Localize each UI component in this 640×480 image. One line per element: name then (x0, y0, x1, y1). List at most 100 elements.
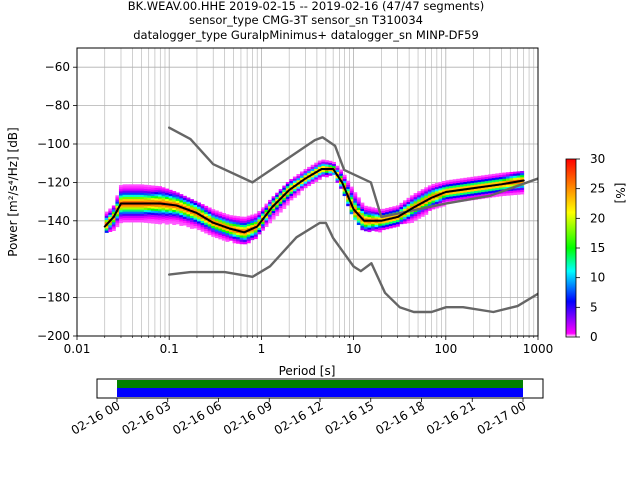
density-cell (371, 209, 375, 212)
density-cell (445, 194, 450, 198)
density-cell (438, 190, 443, 193)
density-cell (147, 187, 152, 190)
density-cell (481, 187, 486, 191)
density-cell (211, 217, 216, 221)
density-cell (225, 231, 230, 234)
density-cell (374, 220, 379, 224)
density-cell (314, 168, 319, 172)
density-cell (147, 212, 152, 215)
density-cell (438, 196, 443, 200)
density-cell (356, 210, 361, 213)
density-cell (268, 218, 273, 222)
density-cell (289, 181, 294, 184)
density-cell (349, 211, 354, 215)
density-cell (108, 229, 113, 232)
density-cell (420, 212, 425, 215)
density-cell (271, 210, 276, 214)
density-cell (505, 180, 510, 184)
density-cell (104, 230, 109, 233)
density-cell (189, 199, 194, 202)
density-cell (310, 168, 315, 172)
density-cell (463, 177, 468, 181)
density-cell (289, 179, 294, 182)
density-cell (118, 197, 123, 201)
density-cell (353, 196, 358, 199)
density-cell (484, 176, 489, 180)
density-cell (126, 205, 131, 208)
density-cell (229, 219, 233, 222)
density-cell (307, 183, 312, 187)
density-cell (491, 173, 496, 177)
density-cell (417, 214, 422, 217)
density-cell (168, 221, 173, 224)
density-cell (143, 199, 148, 202)
density-cell (403, 217, 407, 220)
density-cell (445, 182, 450, 185)
density-cell (406, 220, 411, 224)
density-cell (349, 207, 354, 211)
density-cell (445, 199, 450, 202)
density-cell (353, 215, 358, 218)
density-cell (214, 212, 219, 215)
density-cell (161, 195, 166, 199)
time-tick-label: 02-16 18 (373, 398, 427, 437)
density-cell (257, 211, 262, 214)
density-cell (285, 192, 290, 195)
density-cell (395, 213, 400, 217)
density-cell (175, 211, 180, 214)
density-cell (470, 181, 475, 184)
density-cell (339, 171, 344, 175)
density-cell (434, 201, 439, 205)
density-cell (292, 187, 297, 190)
density-cell (474, 195, 478, 198)
density-cell (253, 230, 258, 233)
density-cell (477, 188, 482, 191)
density-cell (218, 215, 223, 219)
density-cell (452, 179, 457, 182)
density-cell (339, 173, 344, 177)
density-cell (172, 222, 177, 226)
density-cell (349, 186, 354, 190)
density-cell (115, 218, 120, 221)
density-cell (168, 210, 173, 214)
density-cell (442, 197, 447, 201)
density-cell (118, 185, 123, 188)
density-cell (310, 181, 315, 184)
density-cell (122, 186, 127, 189)
density-cell (168, 194, 173, 197)
density-cell (321, 174, 326, 177)
density-cell (395, 217, 400, 221)
density-cell (165, 192, 170, 196)
density-cell (406, 212, 411, 215)
density-cell (371, 228, 375, 231)
density-cell (104, 226, 109, 229)
density-cell (367, 206, 372, 209)
density-cell (154, 200, 159, 203)
colorbar-tick-label: 5 (590, 300, 598, 314)
density-cell (300, 182, 304, 185)
density-cell (505, 184, 510, 188)
density-cell (179, 223, 184, 226)
density-cell (456, 193, 461, 196)
density-cell (221, 221, 226, 224)
density-cell (452, 198, 457, 201)
density-cell (165, 211, 170, 215)
density-cell (363, 224, 368, 228)
density-cell (278, 195, 283, 198)
density-cell (353, 198, 358, 201)
density-cell (378, 221, 383, 224)
density-cell (438, 198, 443, 202)
density-cell (126, 196, 131, 200)
density-cell (236, 230, 241, 234)
density-cell (111, 220, 116, 223)
density-cell (356, 201, 361, 205)
density-cell (363, 222, 368, 225)
density-cell (289, 193, 294, 197)
density-cell (303, 179, 308, 182)
density-cell (246, 215, 251, 219)
density-cell (509, 180, 514, 183)
density-cell (488, 174, 493, 177)
density-cell (158, 211, 162, 214)
density-cell (115, 205, 120, 209)
density-cell (161, 206, 166, 209)
